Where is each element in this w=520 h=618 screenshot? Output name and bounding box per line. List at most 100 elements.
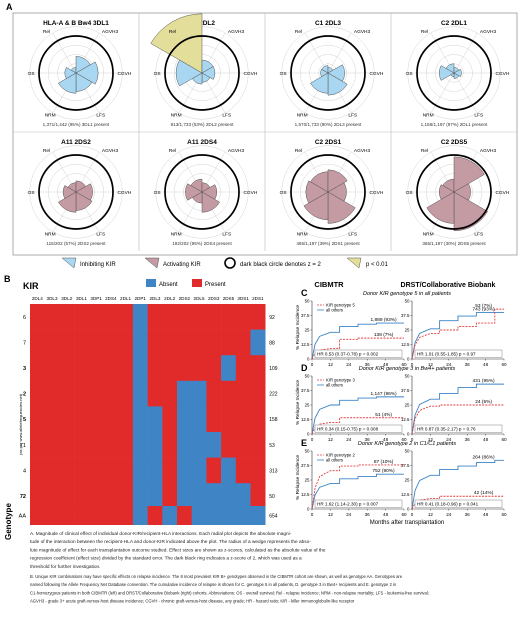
- panel-label: D: [301, 363, 308, 373]
- heatmap-cell: [235, 483, 251, 510]
- radial-axis-label: OS: [406, 190, 413, 196]
- heatmap-cell: [147, 457, 163, 484]
- heatmap-cell: [103, 432, 119, 458]
- legend-sig: p < 0.01: [366, 262, 389, 268]
- heatmap-cell: [74, 432, 90, 458]
- km-xtick-label: 0: [311, 362, 314, 367]
- heatmap-cell: [103, 380, 119, 407]
- km-label-genotype: 51 (4%): [375, 412, 392, 418]
- km-plot: 0 12.5 25 37.5 50 0 12 24 36 48 60 264 (86%) 42 (14%…: [401, 449, 507, 517]
- radial-axis-label: LFS: [222, 113, 231, 119]
- heatmap-cell: [30, 355, 45, 382]
- radial-wedge: [310, 72, 329, 94]
- km-legend-genotype: KIR genotype 5: [326, 303, 356, 308]
- heatmap-cell: [221, 329, 237, 356]
- km-ylabel: % Relapse Incidence: [295, 455, 301, 500]
- heatmap-cell: [88, 406, 104, 433]
- radial-wedge: [58, 191, 77, 213]
- heatmap-cell: [30, 506, 45, 525]
- radial-axis-label: AGVH3: [480, 29, 497, 35]
- heatmap-cell: [221, 506, 237, 525]
- km-xtick-label: 24: [346, 362, 352, 367]
- legend-activating: Activating KIR: [163, 262, 201, 268]
- present-legend-swatch: [192, 279, 202, 287]
- radial-axis-label: LFS: [222, 232, 231, 238]
- heatmap-cell: [59, 506, 75, 525]
- kir-gene-label: 2DL5: [194, 296, 205, 301]
- z2-ring: [416, 35, 492, 111]
- heatmap-cell: [59, 304, 75, 330]
- radial-wedge: [58, 72, 77, 94]
- kir-gene-label: 3DP1: [90, 296, 102, 301]
- heatmap-cell: [30, 304, 45, 330]
- radial-axis-label: AGVH3: [354, 29, 371, 35]
- panel-b-label: B: [4, 274, 11, 284]
- km-ytick-label: 0: [307, 357, 310, 362]
- radial-axis-label: OS: [28, 190, 35, 196]
- heatmap-cell: [147, 355, 163, 382]
- radial-axis-label: Rel: [169, 148, 176, 154]
- km-ytick-label: 50: [405, 374, 410, 379]
- radial-wedge: [327, 169, 348, 193]
- radial-title: C2 2DS5: [441, 139, 468, 146]
- heatmap-cell: [44, 329, 60, 356]
- kir-gene-label: 2DP1: [135, 296, 147, 301]
- heatmap-cell: [250, 483, 266, 510]
- km-xtick-label: 0: [311, 512, 314, 517]
- km-xtick-label: 12: [428, 512, 434, 517]
- radial-caption: 192/202 (95%) 2DS4 present: [172, 241, 232, 246]
- heatmap-cell: [103, 355, 119, 382]
- km-ytick-label: 0: [307, 507, 310, 512]
- km-curves: C Donor KIR genotype 5 in all patients 0 12…: [295, 288, 507, 517]
- heatmap-cell: [147, 506, 163, 525]
- heatmap-cell: [44, 355, 60, 382]
- heatmap-cell: [118, 329, 134, 356]
- km-xtick-label: 12: [328, 362, 334, 367]
- radial-axis-label: Rel: [295, 29, 302, 35]
- km-xtick-label: 60: [401, 512, 407, 517]
- radial-plot: C1 2DL3 Rel AGVH3 CGVH LFS NRM OS 1,570/1,733 (…: [264, 13, 384, 132]
- heatmap-cell: [177, 457, 192, 484]
- km-hr-text: HR 0.34 (0.15-0.75) p = 0.008: [317, 427, 379, 432]
- radial-title: HLA-A & B Bw4 3DL1: [43, 20, 109, 27]
- radial-axis-label: CGVH: [117, 190, 131, 196]
- kir-heatmap: 2DL4 3DL3 3DL2 3DL1 3DP1 2DS4 2DL1 2DP1 2DL3 2DL2…: [19, 296, 278, 525]
- km-plot: 0 12.5 25 37.5 50 0 12 24 36 48 60 431 (95%) 24 (5%)…: [401, 374, 507, 442]
- km-xtick-label: 60: [401, 362, 407, 367]
- heatmap-cell: [88, 329, 104, 356]
- heatmap-cell: [59, 355, 75, 382]
- kir-gene-label: 2DS1: [252, 296, 264, 301]
- heatmap-cell: [235, 506, 251, 525]
- genotype-row-label: AA: [19, 514, 27, 520]
- heatmap-cell: [88, 304, 104, 330]
- heatmap-cell: [221, 355, 237, 382]
- genotype-row-count: 158: [269, 417, 278, 423]
- km-label-genotype: 138 (7%): [374, 332, 394, 338]
- radial-plot: C2 2DS5 Rel AGVH3 CGVH LFS NRM OS 365/1,197 (30…: [390, 132, 510, 251]
- km-legend-others: all others: [326, 383, 343, 388]
- genotype-row-count: 222: [269, 392, 278, 398]
- heatmap-cell: [235, 329, 251, 356]
- radial-axis-label: AGVH3: [354, 148, 371, 154]
- heatmap-cell: [118, 432, 134, 458]
- radial-plot: A11 2DS2 Rel AGVH3 CGVH LFS NRM OS 115/202 (57%…: [13, 131, 517, 246]
- heatmap-cell: [221, 380, 237, 407]
- radial-plot: C2 2DS1 Rel AGVH3 CGVH LFS NRM OS 465/1,197 (39…: [264, 132, 384, 251]
- heatmap-cell: [118, 483, 134, 510]
- radial-wedge: [150, 13, 203, 74]
- genotype-row-label: 7: [23, 340, 26, 346]
- radial-axis-label: LFS: [96, 232, 105, 238]
- genotype-row-count: 53: [269, 443, 275, 449]
- heatmap-cell: [44, 380, 60, 407]
- radial-title: C2 2DS1: [315, 139, 342, 146]
- caption-line: regression coefficient (effect size) div…: [30, 556, 302, 562]
- sig-legend-swatch: [346, 257, 362, 269]
- km-plot: 0 12.5 25 37.5 50 0 12 24 36 48 60 1,889 (93%) 138 (…: [295, 299, 407, 367]
- radial-plot: C2 2DL1 Rel AGVH3 CGVH LFS NRM OS 1,158/1,197 (…: [390, 13, 510, 132]
- km-col-title-cibmtr: CIBMTR: [314, 280, 344, 289]
- kir-gene-label: 3DL1: [76, 296, 87, 301]
- z2-ring: [290, 154, 366, 230]
- heatmap-cell: [235, 432, 251, 458]
- heatmap-cell: [250, 304, 266, 330]
